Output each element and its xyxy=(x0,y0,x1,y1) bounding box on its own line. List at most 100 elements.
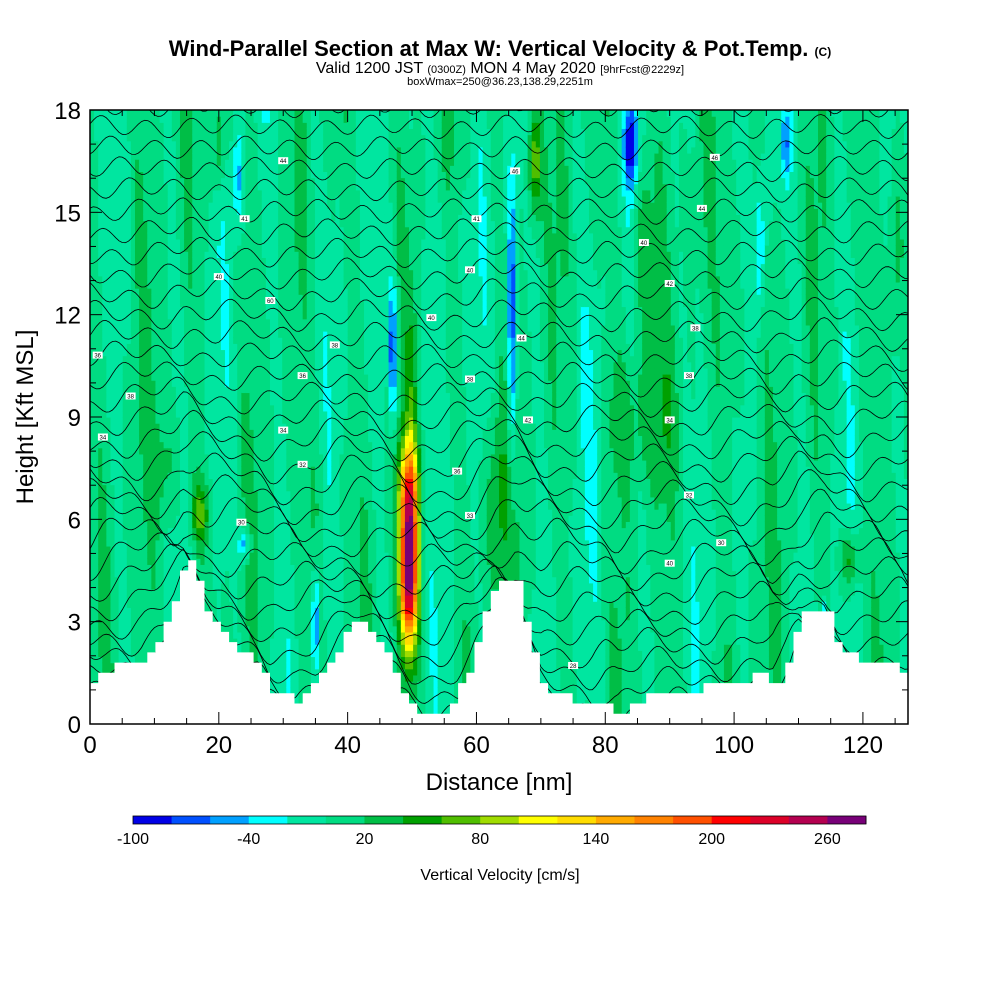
velocity-cell xyxy=(245,533,251,541)
velocity-cell xyxy=(126,140,132,148)
velocity-cell xyxy=(249,429,255,437)
velocity-cell xyxy=(151,386,157,394)
velocity-cell xyxy=(167,343,173,351)
velocity-cell xyxy=(274,595,279,602)
velocity-cell xyxy=(220,533,226,541)
velocity-cell xyxy=(224,429,230,437)
velocity-cell xyxy=(212,404,218,412)
velocity-cell xyxy=(229,324,234,332)
velocity-cell xyxy=(269,367,275,375)
velocity-cell xyxy=(290,595,296,602)
velocity-cell xyxy=(196,202,202,209)
velocity-cell xyxy=(171,128,177,136)
velocity-cell xyxy=(98,398,103,406)
velocity-cell xyxy=(126,226,132,234)
velocity-cell xyxy=(274,638,279,645)
velocity-cell xyxy=(184,263,189,271)
velocity-cell xyxy=(151,245,157,252)
velocity-cell xyxy=(98,521,103,529)
velocity-cell xyxy=(188,423,193,430)
velocity-cell xyxy=(147,484,152,492)
velocity-cell xyxy=(179,355,185,363)
velocity-cell xyxy=(212,189,218,197)
velocity-cell xyxy=(139,300,144,308)
velocity-cell xyxy=(253,404,259,412)
velocity-cell xyxy=(196,226,202,234)
velocity-cell xyxy=(192,453,197,461)
velocity-cell xyxy=(163,367,169,375)
velocity-cell xyxy=(134,165,140,172)
velocity-cell xyxy=(126,619,132,627)
velocity-cell xyxy=(216,294,222,301)
velocity-cell xyxy=(257,527,263,535)
velocity-cell xyxy=(261,238,267,246)
velocity-cell xyxy=(143,318,148,326)
velocity-cell xyxy=(278,128,283,136)
velocity-cell xyxy=(224,140,230,148)
velocity-cell xyxy=(122,134,128,142)
velocity-cell xyxy=(106,423,112,430)
velocity-cell xyxy=(188,374,193,381)
velocity-cell xyxy=(110,110,116,117)
velocity-cell xyxy=(192,392,197,400)
velocity-cell xyxy=(118,306,124,314)
velocity-cell xyxy=(94,588,99,596)
velocity-cell xyxy=(106,140,112,148)
velocity-cell xyxy=(208,232,214,240)
velocity-cell xyxy=(282,300,287,308)
velocity-cell xyxy=(188,165,193,172)
velocity-cell xyxy=(184,496,189,504)
velocity-cell xyxy=(171,294,177,301)
velocity-cell xyxy=(175,521,181,529)
velocity-cell xyxy=(102,570,107,578)
velocity-cell xyxy=(98,269,103,277)
velocity-cell xyxy=(253,116,259,123)
velocity-cell xyxy=(139,238,144,246)
velocity-cell xyxy=(241,576,247,584)
velocity-cell xyxy=(159,472,165,479)
velocity-cell xyxy=(118,558,124,565)
velocity-cell xyxy=(118,607,124,615)
velocity-cell xyxy=(220,558,226,565)
velocity-cell xyxy=(204,410,210,418)
velocity-cell xyxy=(179,238,185,246)
velocity-cell xyxy=(98,478,103,486)
velocity-cell xyxy=(253,533,259,541)
velocity-cell xyxy=(274,386,279,394)
velocity-cell xyxy=(274,570,279,578)
velocity-cell xyxy=(200,140,206,148)
velocity-cell xyxy=(196,232,202,240)
velocity-cell xyxy=(216,398,222,406)
velocity-cell xyxy=(269,466,275,473)
velocity-cell xyxy=(282,539,287,547)
velocity-cell xyxy=(237,601,242,608)
velocity-cell xyxy=(155,607,161,615)
velocity-cell xyxy=(122,564,128,572)
velocity-cell xyxy=(229,429,234,437)
velocity-cell xyxy=(98,189,103,197)
velocity-cell xyxy=(90,152,95,160)
velocity-cell xyxy=(249,281,255,289)
velocity-cell xyxy=(130,189,136,197)
velocity-cell xyxy=(122,478,128,486)
velocity-cell xyxy=(220,386,226,394)
velocity-cell xyxy=(175,343,181,351)
velocity-cell xyxy=(90,570,95,578)
velocity-cell xyxy=(114,552,120,559)
velocity-cell xyxy=(151,435,157,443)
velocity-cell xyxy=(102,251,107,258)
velocity-cell xyxy=(167,177,173,185)
velocity-cell xyxy=(134,263,140,271)
velocity-cell xyxy=(163,570,169,578)
velocity-cell xyxy=(204,423,210,430)
velocity-cell xyxy=(216,595,222,602)
velocity-cell xyxy=(245,251,251,258)
velocity-cell xyxy=(155,638,161,645)
velocity-cell xyxy=(282,613,287,621)
velocity-cell xyxy=(224,533,230,541)
velocity-cell xyxy=(192,318,197,326)
velocity-cell xyxy=(229,269,234,277)
velocity-cell xyxy=(204,275,210,283)
velocity-cell xyxy=(102,533,107,541)
velocity-cell xyxy=(249,380,255,387)
